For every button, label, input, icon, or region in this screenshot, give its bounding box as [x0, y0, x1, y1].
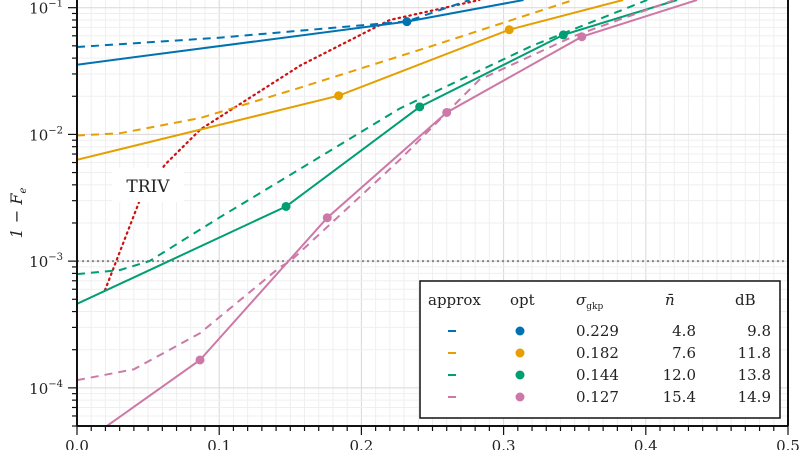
- legend-header-sigma: σ: [576, 291, 587, 309]
- svg-text:1 − Fe: 1 − Fe: [7, 188, 29, 239]
- legend-nbar: 4.8: [672, 322, 696, 340]
- y-tick-label: 10−3: [29, 252, 63, 271]
- opt-marker-2: [281, 201, 291, 211]
- legend-nbar: 7.6: [672, 344, 696, 362]
- legend-opt-swatch: [515, 370, 525, 380]
- y-axis-label: 1 − Fe: [7, 188, 29, 239]
- legend-row: 0.229 4.8 9.8: [448, 322, 771, 340]
- legend-header-db: dB: [735, 291, 756, 309]
- y-tick-label: 10−1: [29, 0, 63, 18]
- legend-sigma: 0.127: [576, 388, 619, 406]
- legend-nbar: 12.0: [663, 366, 696, 384]
- opt-marker-3: [195, 355, 205, 365]
- approx-curve-0: [77, 0, 470, 48]
- legend-row: 0.127 15.4 14.9: [448, 388, 771, 406]
- opt-curve-0: [77, 0, 524, 66]
- x-tick-label: 0.2: [349, 437, 373, 450]
- x-tick-label: 0.4: [634, 437, 658, 450]
- y-axis-label-sub: e: [18, 188, 29, 194]
- legend-row: 0.144 12.0 13.8: [448, 366, 771, 384]
- axes: 0.0 0.1 0.2 0.3 0.4 0.5 10−1 10−2 10−3 10−4: [29, 0, 800, 450]
- legend-header-nbar: n̄: [665, 291, 675, 309]
- legend-opt-swatch: [515, 392, 525, 402]
- triv-curve: [103, 0, 481, 292]
- y-tick-label: 10−4: [29, 379, 63, 398]
- legend-db: 11.8: [738, 344, 771, 362]
- approx-curve-1: [77, 0, 574, 137]
- legend-sigma: 0.144: [576, 366, 619, 384]
- svg-text:σgkp: σgkp: [576, 291, 603, 312]
- x-tick-label: 0.1: [207, 437, 231, 450]
- opt-curve-3: [106, 0, 698, 426]
- x-tick-label: 0.0: [65, 437, 89, 450]
- legend-sigma: 0.182: [576, 344, 619, 362]
- legend-header-approx: approx: [428, 291, 481, 309]
- legend-row: 0.182 7.6 11.8: [448, 344, 771, 362]
- y-axis-label-text: 1 − F: [7, 193, 26, 239]
- legend-sigma: 0.229: [576, 322, 619, 340]
- y-tick-label: 10−2: [29, 125, 63, 144]
- x-tick-label: 0.3: [492, 437, 516, 450]
- triv-label: TRIV: [112, 168, 184, 202]
- opt-marker-3: [322, 213, 332, 223]
- opt-marker-3: [577, 32, 587, 42]
- legend-nbar: 15.4: [663, 388, 696, 406]
- opt-marker-0: [402, 17, 412, 27]
- opt-marker-2: [558, 30, 568, 40]
- opt-marker-1: [504, 25, 514, 35]
- legend-opt-swatch: [515, 348, 525, 358]
- legend-db: 14.9: [738, 388, 771, 406]
- opt-curve-1: [77, 0, 624, 161]
- legend-header-sigma-sub: gkp: [586, 302, 603, 312]
- opt-marker-1: [334, 91, 344, 101]
- legend-opt-swatch: [515, 326, 525, 336]
- triv-label-text: TRIV: [126, 177, 170, 197]
- x-tick-label: 0.5: [776, 437, 800, 450]
- approx-curve-3: [77, 0, 675, 382]
- approx-curve-2: [77, 0, 648, 276]
- legend-header-opt: opt: [510, 291, 535, 309]
- opt-marker-2: [415, 102, 425, 112]
- opt-marker-3: [442, 107, 452, 117]
- plot-area: [77, 0, 788, 426]
- legend: approx opt σgkp n̄ dB 0.229 4.8 9.8 0.182 7.…: [419, 280, 781, 419]
- legend-db: 13.8: [738, 366, 771, 384]
- legend-db: 9.8: [747, 322, 771, 340]
